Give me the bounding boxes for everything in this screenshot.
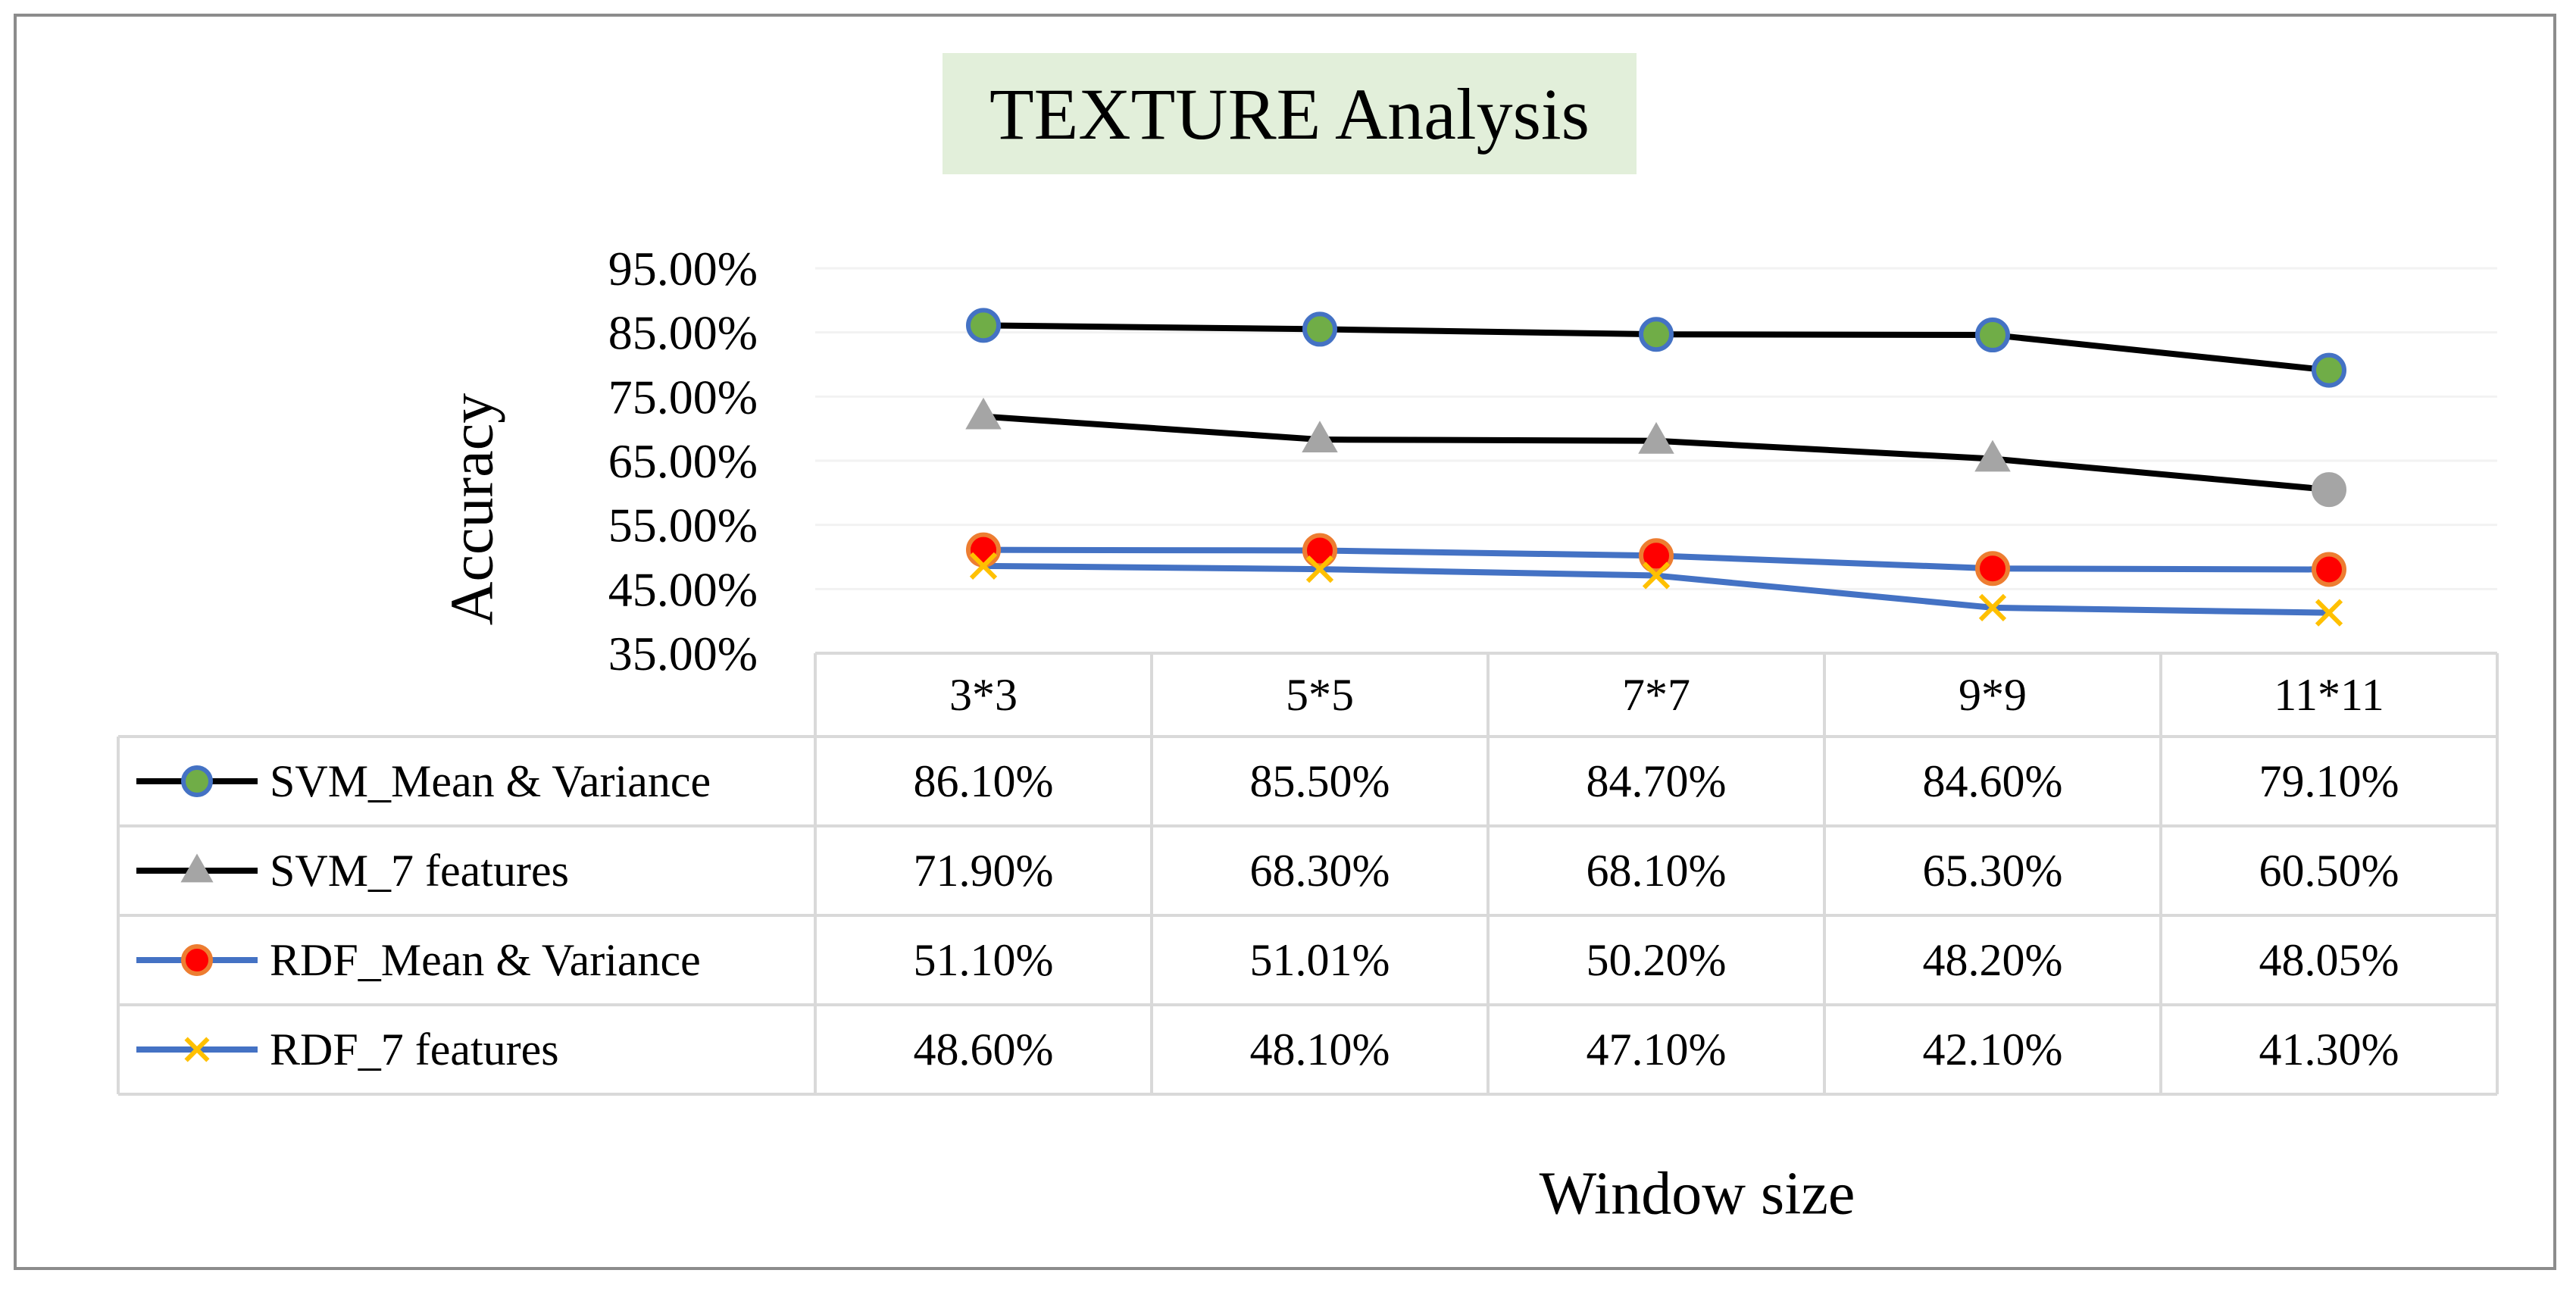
- data-point: [2312, 472, 2346, 508]
- data-point: [1975, 551, 2010, 587]
- chart-title-box: TEXTURE Analysis: [943, 53, 1637, 174]
- chart-title: TEXTURE Analysis: [989, 73, 1590, 155]
- data-point: [181, 765, 213, 797]
- data-label: 47.10%: [1587, 1025, 1727, 1075]
- y-tick-labels: 35.00% 45.00% 55.00% 65.00% 75.00% 85.00% 95.0…: [608, 242, 758, 680]
- x-tick-label: 11*11: [2274, 670, 2384, 720]
- data-point: [1974, 440, 2011, 472]
- data-point: [184, 1037, 210, 1062]
- y-tick-label: 85.00%: [608, 306, 758, 360]
- y-tick-label: 35.00%: [608, 627, 758, 680]
- data-point: [1642, 562, 1671, 590]
- data-label: 71.90%: [914, 846, 1054, 896]
- data-label: 85.50%: [1250, 756, 1390, 806]
- data-point: [1302, 311, 1337, 347]
- data-label: 51.10%: [914, 935, 1054, 985]
- data-label: 79.10%: [2259, 756, 2399, 806]
- data-point: [1302, 533, 1337, 568]
- data-table: 3*3 5*5 7*7 9*9 11*11 SVM_Mean & Variance 86.1…: [117, 652, 2499, 1096]
- data-point: [2312, 352, 2346, 388]
- data-label: 51.01%: [1250, 935, 1390, 985]
- data-point: [1639, 317, 1674, 352]
- x-tick-label: 3*3: [949, 670, 1018, 720]
- data-label: 68.30%: [1250, 846, 1390, 896]
- data-point: [1305, 555, 1334, 583]
- data-point: [1638, 421, 1674, 454]
- legend-label: RDF_7 features: [270, 1025, 559, 1075]
- x-axis-label: Window size: [1539, 1160, 1855, 1228]
- data-label: 48.20%: [1923, 935, 2063, 985]
- data-point: [965, 397, 1002, 430]
- data-label: 65.30%: [1923, 846, 2063, 896]
- data-point: [2315, 599, 2343, 627]
- legend-label: SVM_7 features: [270, 846, 569, 896]
- x-marker-stroke: [184, 1037, 210, 1062]
- x-marker-stroke: [969, 552, 998, 580]
- data-point: [969, 552, 998, 580]
- y-tick-label: 55.00%: [608, 499, 758, 552]
- series-markers: [965, 308, 2346, 627]
- data-label: 84.60%: [1923, 756, 2063, 806]
- data-label: 41.30%: [2259, 1025, 2399, 1075]
- data-point: [1975, 318, 2010, 353]
- data-label: 86.10%: [914, 756, 1054, 806]
- x-tick-label: 9*9: [1959, 670, 2027, 720]
- data-point: [180, 853, 214, 883]
- data-point: [1978, 593, 2007, 622]
- gridlines: [815, 267, 2497, 590]
- chart-frame: [14, 14, 2556, 1270]
- x-marker-stroke: [1642, 562, 1671, 590]
- data-label: 48.60%: [914, 1025, 1054, 1075]
- y-tick-label: 95.00%: [608, 242, 758, 296]
- y-tick-label: 75.00%: [608, 370, 758, 424]
- data-label: 68.10%: [1587, 846, 1727, 896]
- legend-label: SVM_Mean & Variance: [270, 756, 711, 806]
- data-point: [1639, 538, 1674, 574]
- data-point: [181, 944, 213, 976]
- x-tick-label: 7*7: [1622, 670, 1690, 720]
- y-tick-label: 65.00%: [608, 434, 758, 488]
- data-label: 48.05%: [2259, 935, 2399, 985]
- data-label: 84.70%: [1587, 756, 1727, 806]
- data-label: 60.50%: [2259, 846, 2399, 896]
- data-label: 50.20%: [1587, 935, 1727, 985]
- data-point: [2312, 552, 2346, 587]
- x-marker-stroke: [2315, 599, 2343, 627]
- y-tick-label: 45.00%: [608, 562, 758, 616]
- data-point: [966, 308, 1001, 343]
- data-label: 42.10%: [1923, 1025, 2063, 1075]
- data-label: 48.10%: [1250, 1025, 1390, 1075]
- legend-label: RDF_Mean & Variance: [270, 935, 701, 985]
- x-marker-stroke: [1978, 593, 2007, 622]
- data-point: [966, 532, 1001, 568]
- x-tick-label: 5*5: [1286, 670, 1354, 720]
- x-marker-stroke: [1305, 555, 1334, 583]
- data-point: [1302, 421, 1338, 453]
